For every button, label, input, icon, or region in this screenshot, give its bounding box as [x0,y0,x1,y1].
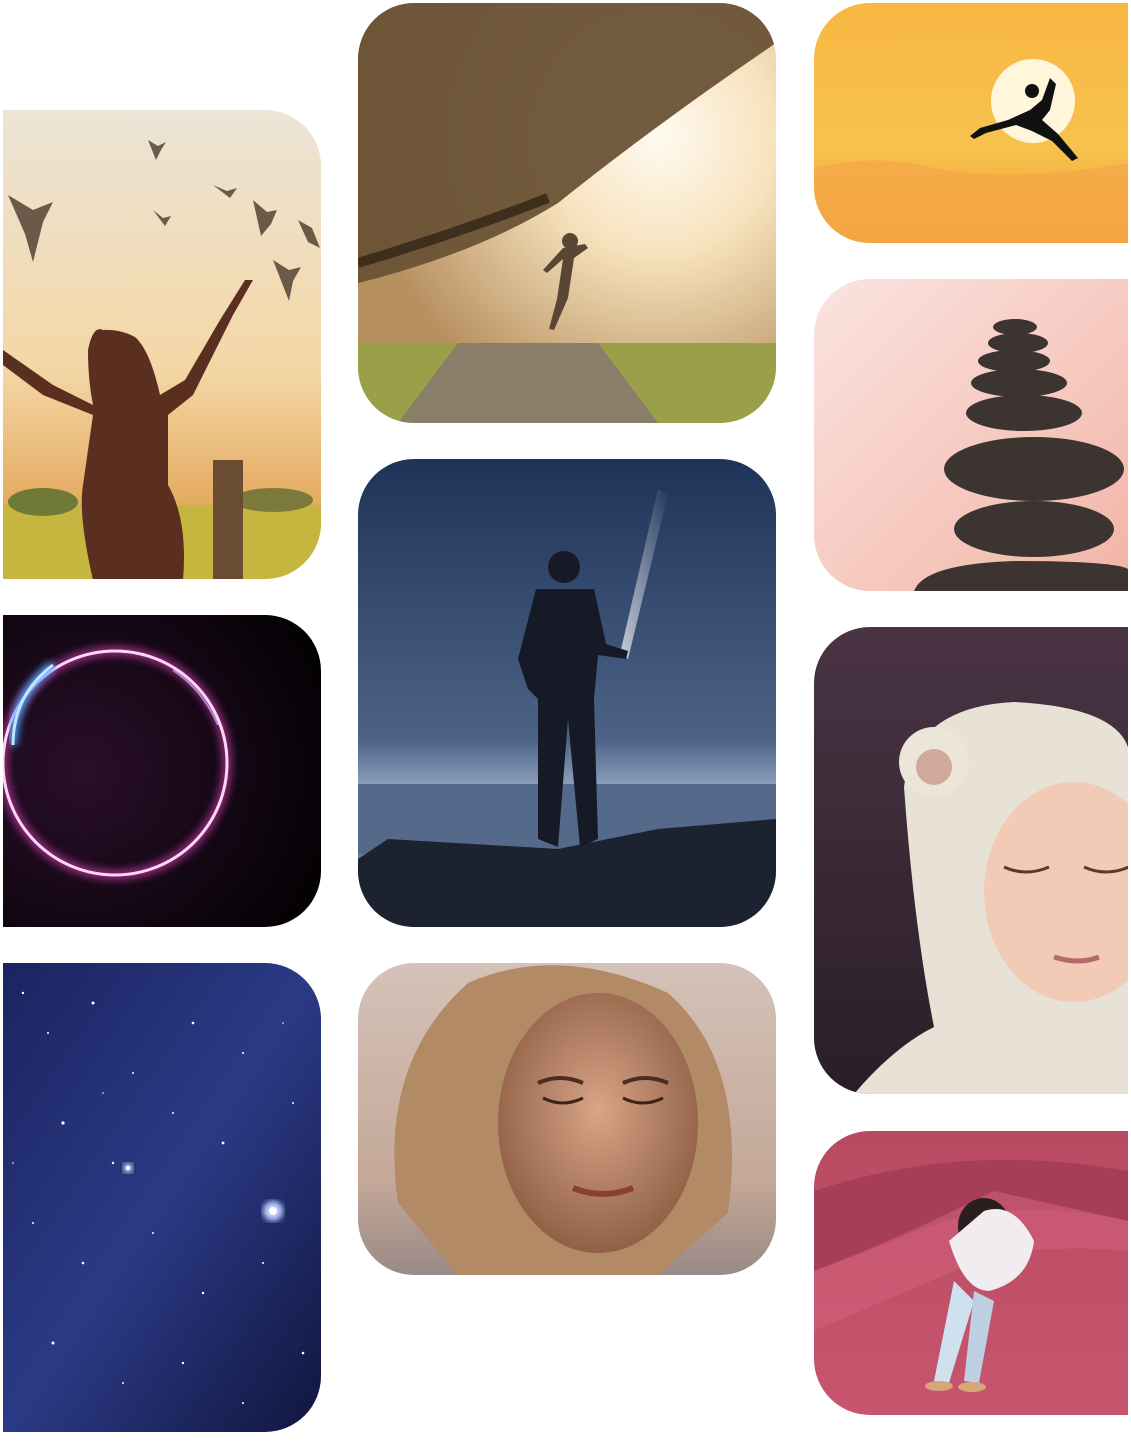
photo-neon-ring [3,615,321,927]
photo-woman-raised-arms [3,110,321,579]
photo-man-flashlight-night [358,459,776,927]
photo-stacked-stones [814,279,1128,591]
photo-child-bear-hood [814,627,1128,1094]
photo-leap-under-tree [358,3,776,423]
photo-starry-sky [3,963,321,1432]
photo-jump-at-sunset [814,3,1128,243]
photo-woman-eyes-closed [358,963,776,1275]
photo-person-hugging-knees [814,1131,1128,1415]
